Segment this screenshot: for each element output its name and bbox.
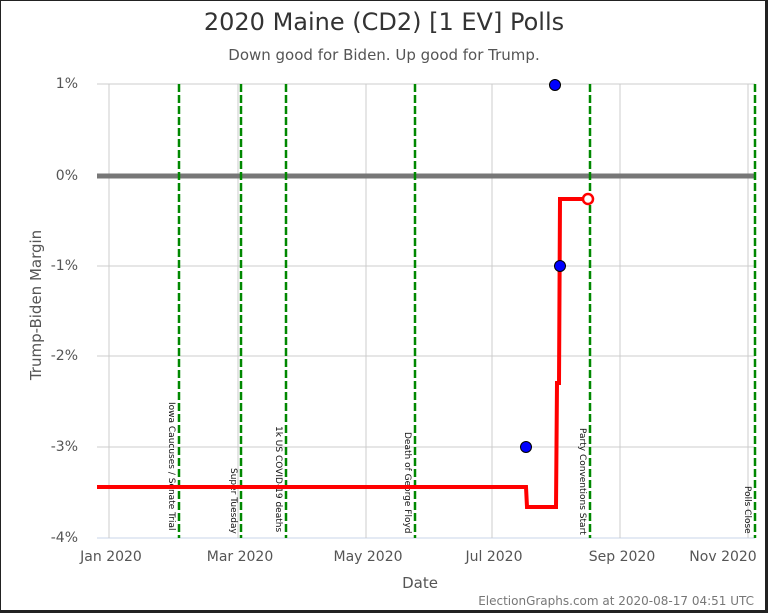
x-tick-label: Nov 2020 <box>689 549 757 565</box>
y-tick-label: -4% <box>50 530 78 546</box>
chart-title: 2020 Maine (CD2) [1 EV] Polls <box>203 8 565 36</box>
event-label-covid: 1k US COVID-19 deaths <box>273 426 283 532</box>
poll-average-line <box>97 197 588 509</box>
y-tick-label: -3% <box>50 439 78 455</box>
x-tick-label: Jul 2020 <box>465 549 523 565</box>
event-label-iowa: Iowa Caucuses / Senate Trial <box>166 402 176 531</box>
y-tick-label: 0% <box>55 168 78 184</box>
x-axis-label: Date <box>402 574 438 592</box>
event-label-polls-close: Polls Close <box>742 486 752 534</box>
horizontal-gridlines <box>97 83 755 539</box>
event-label-floyd: Death of George Floyd <box>402 432 412 534</box>
y-tick-label: -2% <box>50 348 78 364</box>
x-tick-label: May 2020 <box>333 549 403 565</box>
vertical-gridlines <box>108 84 749 538</box>
y-tick-label: 1% <box>55 76 78 92</box>
chart-subtitle: Down good for Biden. Up good for Trump. <box>228 46 540 64</box>
poll-dot[interactable] <box>549 79 561 91</box>
poll-dot[interactable] <box>554 260 566 272</box>
y-tick-label: -1% <box>50 258 78 274</box>
x-tick-label: Mar 2020 <box>206 549 274 565</box>
event-label-conventions: Party Conventions Start <box>577 428 587 535</box>
y-axis-label: Trump-Biden Margin <box>27 229 45 381</box>
x-tick-label: Sep 2020 <box>588 549 656 565</box>
event-lines <box>177 84 757 538</box>
event-label-super-tuesday: Super Tuesday <box>228 468 238 535</box>
credit-footer: ElectionGraphs.com at 2020-08-17 04:51 U… <box>478 594 754 608</box>
poll-dot[interactable] <box>520 441 532 453</box>
x-tick-label: Jan 2020 <box>80 549 142 565</box>
current-average-marker[interactable] <box>581 192 595 206</box>
poll-dots <box>520 79 566 453</box>
event-labels: Iowa Caucuses / Senate Trial Super Tuesd… <box>166 402 752 535</box>
